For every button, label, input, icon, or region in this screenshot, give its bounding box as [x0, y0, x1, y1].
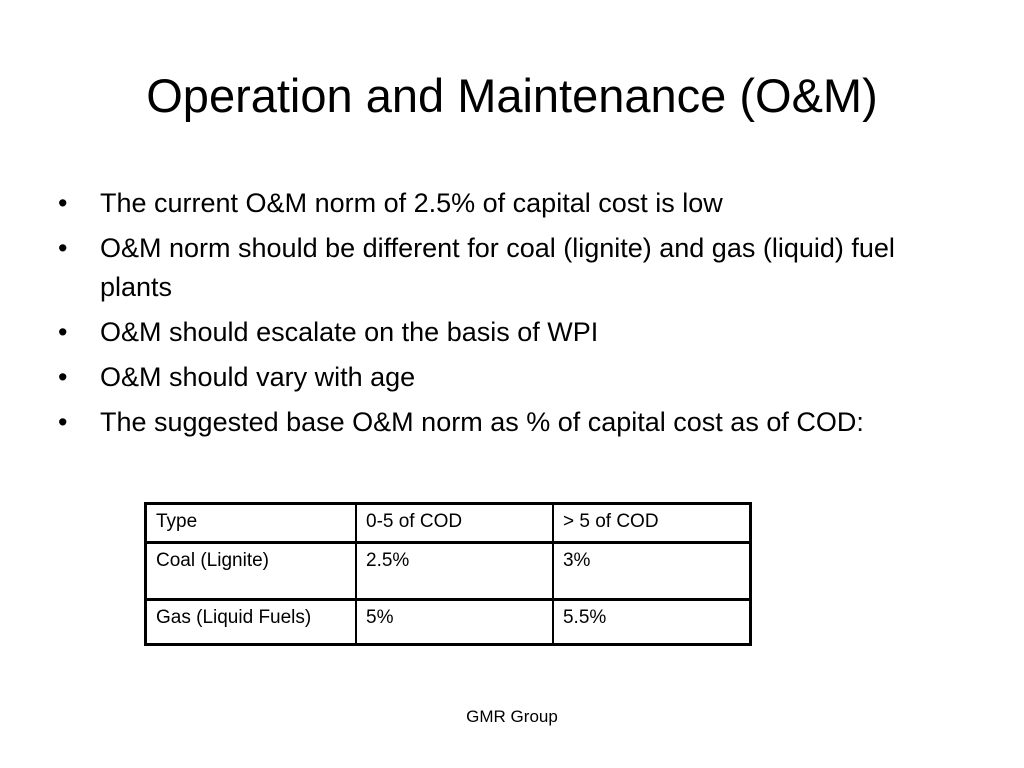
bullet-icon: •	[58, 233, 68, 263]
bullet-icon: •	[58, 188, 68, 218]
bullet-icon: •	[58, 407, 68, 437]
bullet-list: • The current O&M norm of 2.5% of capita…	[58, 184, 918, 448]
bullet-item: • O&M norm should be different for coal …	[58, 229, 918, 307]
table-cell: 5%	[355, 598, 554, 646]
table-header-cell: > 5 of COD	[551, 502, 752, 544]
bullet-item: • The suggested base O&M norm as % of ca…	[58, 403, 918, 442]
bullet-text: The current O&M norm of 2.5% of capital …	[100, 188, 723, 218]
table-cell: Coal (Lignite)	[144, 541, 357, 601]
table-header-row: Type 0-5 of COD > 5 of COD	[144, 502, 752, 544]
slide-title: Operation and Maintenance (O&M)	[146, 69, 878, 122]
bullet-text: O&M norm should be different for coal (l…	[100, 233, 895, 302]
bullet-text: O&M should vary with age	[100, 362, 416, 392]
table-cell: 2.5%	[355, 541, 554, 601]
table-cell: 3%	[551, 541, 752, 601]
bullet-text: The suggested base O&M norm as % of capi…	[100, 407, 864, 437]
slide-footer: GMR Group	[466, 707, 558, 726]
bullet-item: • The current O&M norm of 2.5% of capita…	[58, 184, 918, 223]
table-row: Coal (Lignite) 2.5% 3%	[144, 541, 752, 601]
bullet-icon: •	[58, 362, 68, 392]
om-norm-table: Type 0-5 of COD > 5 of COD Coal (Lignite…	[144, 502, 752, 646]
table-row: Gas (Liquid Fuels) 5% 5.5%	[144, 598, 752, 646]
bullet-text: O&M should escalate on the basis of WPI	[100, 317, 599, 347]
table-header-cell: 0-5 of COD	[355, 502, 554, 544]
bullet-icon: •	[58, 317, 68, 347]
bullet-item: • O&M should vary with age	[58, 358, 918, 397]
bullet-item: • O&M should escalate on the basis of WP…	[58, 313, 918, 352]
table-header-cell: Type	[144, 502, 357, 544]
table-cell: 5.5%	[551, 598, 752, 646]
table-cell: Gas (Liquid Fuels)	[144, 598, 357, 646]
